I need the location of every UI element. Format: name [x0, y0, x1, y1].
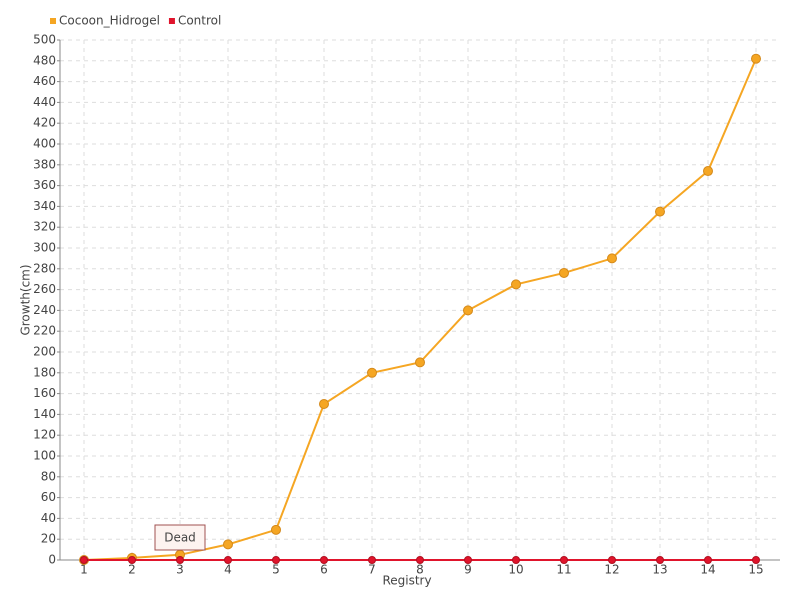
x-tick-label: 15: [748, 563, 763, 577]
data-point: [751, 53, 761, 64]
y-tick-label: 240: [33, 303, 56, 317]
x-tick-label: 4: [224, 563, 232, 577]
y-tick-label: 80: [41, 469, 56, 483]
data-point: [704, 556, 712, 564]
y-tick-label: 420: [33, 116, 56, 130]
data-point: [511, 279, 521, 290]
data-point: [223, 539, 233, 550]
data-point: [607, 253, 617, 264]
data-point: [703, 166, 713, 177]
legend-swatch: [50, 18, 56, 24]
y-tick-label: 480: [33, 53, 56, 67]
data-point: [559, 267, 569, 278]
y-tick-label: 280: [33, 261, 56, 275]
data-point: [464, 556, 472, 564]
y-tick-label: 340: [33, 199, 56, 213]
y-tick-label: 500: [33, 33, 56, 47]
y-tick-label: 380: [33, 157, 56, 171]
y-tick-label: 320: [33, 220, 56, 234]
y-tick-label: 120: [33, 428, 56, 442]
y-axis-label: Growth(cm): [19, 264, 33, 335]
x-tick-label: 12: [604, 563, 619, 577]
data-point: [271, 524, 281, 535]
x-tick-label: 2: [128, 563, 136, 577]
x-tick-label: 10: [508, 563, 523, 577]
y-tick-label: 260: [33, 282, 56, 296]
y-tick-label: 60: [41, 490, 56, 504]
x-tick-label: 5: [272, 563, 280, 577]
data-point: [560, 556, 568, 564]
x-tick-label: 9: [464, 563, 472, 577]
x-tick-label: 14: [700, 563, 715, 577]
x-tick-label: 1: [80, 563, 88, 577]
annotation-box: [154, 524, 206, 551]
data-point: [176, 556, 184, 564]
y-tick-label: 0: [48, 553, 56, 567]
y-tick-label: 460: [33, 74, 56, 88]
x-tick-label: 3: [176, 563, 184, 577]
legend-label: Cocoon_Hidrogel: [59, 14, 160, 28]
data-point: [416, 556, 424, 564]
legend-swatch: [168, 18, 175, 24]
data-point: [608, 556, 616, 564]
data-point: [655, 206, 665, 217]
data-point: [319, 399, 329, 409]
x-tick-label: 7: [368, 563, 376, 577]
y-tick-label: 160: [33, 386, 56, 400]
data-point: [272, 556, 280, 564]
y-tick-label: 180: [33, 365, 56, 379]
data-point: [80, 556, 88, 564]
y-tick-label: 400: [33, 137, 56, 151]
data-point: [512, 556, 520, 564]
annotation: Dead: [154, 524, 206, 551]
data-point: [367, 367, 377, 378]
annotation-text: Dead: [164, 531, 196, 545]
y-tick-label: 220: [33, 324, 56, 338]
x-tick-label: 11: [556, 563, 571, 577]
data-point: [368, 556, 376, 564]
data-point: [128, 556, 136, 564]
x-tick-label: 6: [320, 563, 328, 577]
data-point: [752, 556, 760, 564]
y-tick-label: 440: [33, 95, 56, 109]
y-tick-label: 200: [33, 345, 56, 359]
x-axis-label: Registry: [382, 574, 431, 588]
y-tick-label: 20: [41, 532, 56, 546]
y-tick-label: 40: [41, 511, 56, 525]
series-line: [83, 58, 757, 561]
data-point: [415, 357, 425, 368]
data-point: [320, 556, 328, 564]
data-point: [463, 305, 473, 316]
data-point: [224, 556, 232, 564]
data-point: [656, 556, 664, 564]
x-tick-label: 8: [416, 563, 424, 577]
y-tick-label: 140: [33, 407, 56, 421]
x-tick-label: 13: [652, 563, 667, 577]
y-tick-label: 360: [33, 178, 56, 192]
legend-label: Control: [178, 14, 221, 28]
y-tick-label: 300: [33, 241, 56, 255]
y-tick-label: 100: [33, 449, 56, 463]
